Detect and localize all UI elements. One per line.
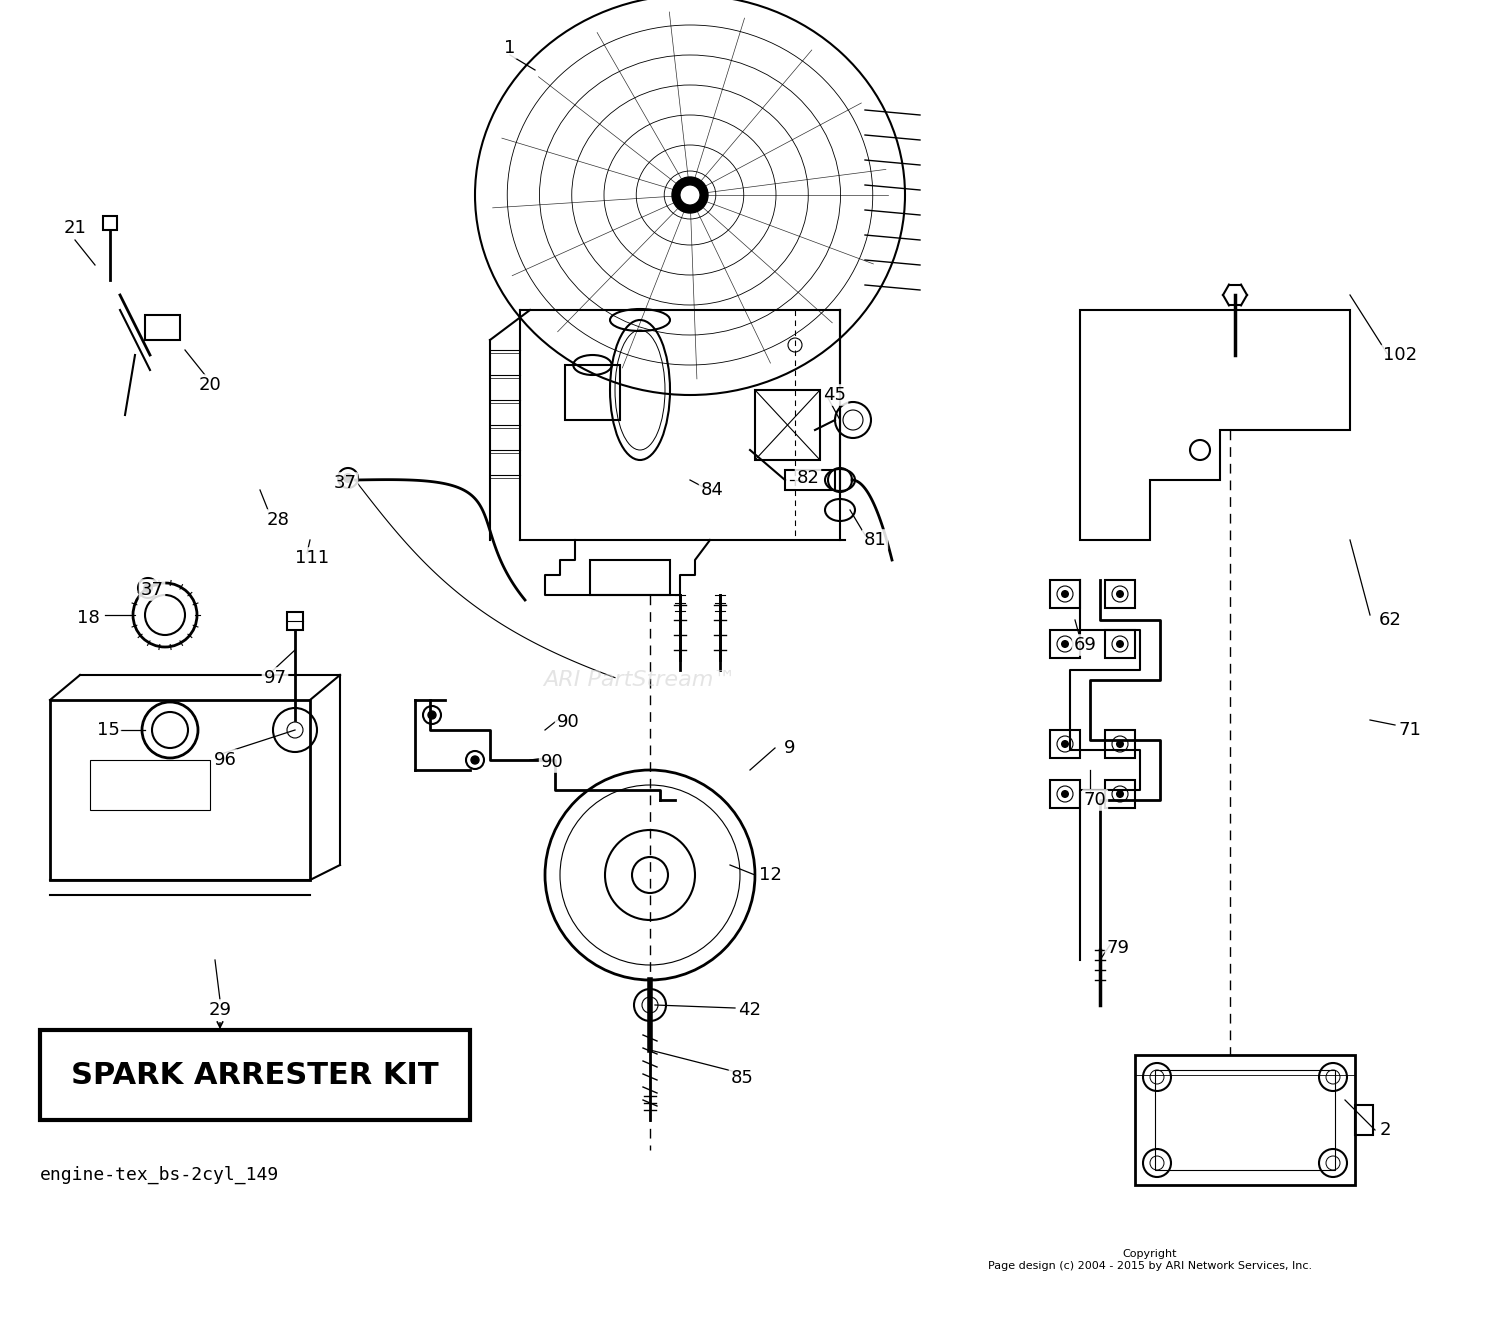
Text: 29: 29 (209, 1001, 231, 1019)
Text: 2: 2 (1380, 1121, 1390, 1139)
Text: 90: 90 (556, 713, 579, 731)
Text: 79: 79 (1107, 939, 1130, 957)
Text: engine-tex_bs-2cyl_149: engine-tex_bs-2cyl_149 (40, 1166, 279, 1184)
Bar (566, 366, 620, 420)
Bar (1106, 730, 1136, 758)
Bar (1106, 780, 1136, 808)
Circle shape (1060, 789, 1070, 799)
Bar (40, 1030, 469, 1119)
Text: 69: 69 (1074, 636, 1096, 653)
Text: 81: 81 (864, 531, 886, 549)
Text: 18: 18 (76, 609, 99, 627)
Bar (590, 560, 670, 595)
Text: 70: 70 (1083, 791, 1107, 809)
Text: 21: 21 (63, 219, 87, 238)
Bar (754, 389, 820, 459)
Circle shape (427, 711, 436, 719)
Text: 1: 1 (504, 40, 516, 57)
Bar (90, 760, 210, 810)
Bar (1354, 1105, 1372, 1135)
Bar (1050, 730, 1080, 758)
Text: 28: 28 (267, 511, 290, 529)
Text: 85: 85 (730, 1069, 753, 1086)
Circle shape (1060, 640, 1070, 648)
Text: ARI PartStream™: ARI PartStream™ (543, 671, 736, 690)
Circle shape (1116, 640, 1124, 648)
Bar (1155, 1071, 1335, 1170)
Text: 71: 71 (1398, 721, 1422, 739)
Text: 90: 90 (540, 752, 564, 771)
Circle shape (1116, 789, 1124, 799)
Text: 62: 62 (1378, 611, 1401, 630)
Text: 20: 20 (198, 376, 222, 393)
Bar (784, 470, 836, 490)
Circle shape (471, 756, 478, 764)
Bar (286, 612, 303, 630)
Bar (50, 700, 310, 880)
Text: 37: 37 (141, 581, 164, 599)
Bar (1050, 780, 1080, 808)
Text: 9: 9 (784, 739, 795, 756)
Circle shape (1060, 590, 1070, 598)
Bar (1050, 579, 1080, 609)
Text: 45: 45 (824, 385, 846, 404)
Text: 82: 82 (796, 469, 819, 487)
Text: 37: 37 (333, 474, 357, 492)
Circle shape (672, 177, 708, 213)
Text: 84: 84 (700, 480, 723, 499)
Bar (1106, 630, 1136, 657)
Text: 42: 42 (738, 1001, 762, 1019)
Bar (1050, 630, 1080, 657)
Text: 96: 96 (213, 751, 237, 770)
Circle shape (680, 185, 700, 205)
Text: 102: 102 (1383, 346, 1417, 364)
Circle shape (1060, 741, 1070, 748)
Bar (1106, 579, 1136, 609)
Text: Copyright
Page design (c) 2004 - 2015 by ARI Network Services, Inc.: Copyright Page design (c) 2004 - 2015 by… (988, 1249, 1312, 1271)
Text: 97: 97 (264, 669, 286, 686)
Circle shape (1116, 590, 1124, 598)
Circle shape (1116, 741, 1124, 748)
Text: 15: 15 (96, 721, 120, 739)
Text: 111: 111 (296, 549, 328, 568)
Circle shape (142, 583, 153, 593)
Bar (104, 216, 117, 230)
Bar (146, 315, 180, 341)
Circle shape (344, 473, 352, 483)
Bar (1136, 1055, 1354, 1185)
Text: 12: 12 (759, 866, 782, 884)
Text: SPARK ARRESTER KIT: SPARK ARRESTER KIT (70, 1060, 440, 1089)
